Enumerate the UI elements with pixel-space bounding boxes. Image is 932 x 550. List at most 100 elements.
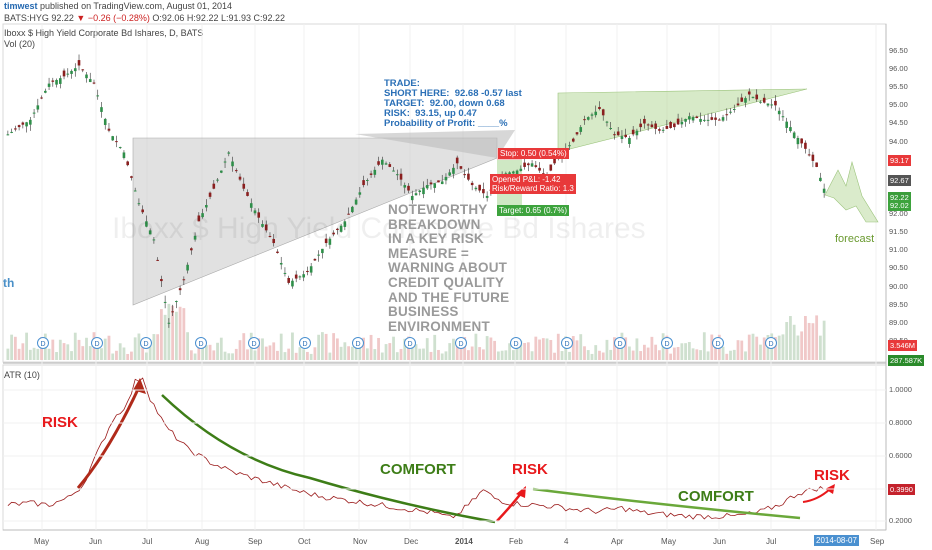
dividend-marker-label: D (251, 341, 256, 348)
candle-body (676, 118, 680, 125)
volume-bar (118, 343, 122, 360)
volume-bar (455, 339, 459, 360)
author-link[interactable]: timwest (4, 1, 38, 11)
price-tag-target: 92.02 (888, 200, 911, 211)
volume-bar (223, 351, 227, 360)
volume-bar (616, 337, 620, 360)
candle-body (740, 97, 744, 102)
candle-body (706, 119, 710, 121)
volume-bar (530, 351, 534, 360)
volume-bar (189, 350, 193, 360)
candle-body (175, 301, 178, 303)
candle-body (422, 187, 425, 195)
volume-bar (759, 344, 762, 360)
candle-body (568, 145, 571, 147)
candle-body (257, 212, 261, 218)
candle-body (111, 136, 115, 141)
volume-bar (463, 337, 467, 360)
candle-body (264, 224, 268, 231)
candle-body (459, 166, 463, 169)
volume-bar (276, 350, 279, 360)
candle-body (309, 266, 313, 273)
candle-body (796, 137, 800, 145)
time-label: Jul (766, 537, 777, 546)
candle-body (549, 164, 553, 171)
candle-body (673, 123, 676, 128)
volume-bar (440, 353, 444, 360)
candle-body (819, 177, 822, 182)
candle-body (6, 134, 10, 136)
candle-body (298, 276, 302, 278)
candle-body (751, 96, 755, 98)
volume-bar (156, 334, 160, 360)
volume-avg-tag: 287.587K (888, 355, 925, 366)
volume-bar (395, 352, 399, 360)
candle-body (474, 187, 478, 190)
volume-bar (347, 346, 351, 360)
candle-body (414, 193, 418, 196)
volume-bar (676, 347, 680, 360)
candle-body (620, 136, 624, 139)
volume-bar (130, 351, 133, 360)
candle-body (55, 79, 58, 85)
candle-body (253, 210, 257, 214)
candle-body (781, 116, 785, 118)
candle-body (62, 70, 66, 77)
volume-bar (212, 350, 216, 360)
candle-body (639, 123, 642, 128)
dividend-marker (661, 337, 673, 349)
volume-bar (762, 337, 766, 360)
volume-bar (380, 352, 384, 360)
volume-bar (609, 349, 613, 360)
candle-body (249, 203, 253, 208)
volume-bar (710, 334, 714, 360)
candle-body (688, 116, 691, 120)
volume-bar (317, 334, 321, 360)
candle-body (721, 117, 725, 121)
volume-bar (145, 352, 148, 360)
price-axis-label: 94.50 (889, 118, 908, 128)
candle-body (227, 152, 231, 154)
candle-body (302, 274, 305, 278)
volume-bar (32, 347, 36, 360)
candle-body (216, 179, 219, 181)
volume-bar (81, 346, 85, 360)
time-label: May (661, 537, 677, 546)
volume-bar (227, 353, 231, 360)
dividend-marker (404, 337, 416, 349)
candle-body (126, 161, 129, 166)
volume-bar (6, 348, 10, 360)
candle-body (410, 195, 414, 201)
candle-body (197, 215, 201, 222)
volume-bar (706, 351, 710, 360)
candle-body (313, 258, 317, 261)
candle-body (238, 176, 242, 180)
dividend-marker-label: D (198, 341, 203, 348)
volume-bar (309, 353, 313, 360)
volume-bar (148, 340, 152, 360)
volume-bar (672, 347, 676, 360)
candle-body (613, 134, 616, 136)
candle-body (482, 189, 485, 194)
candle-body (133, 190, 137, 192)
dividend-marker (765, 337, 777, 349)
atr-grid (3, 389, 886, 522)
atr-axis-label: 0.2000 (889, 516, 912, 525)
candle-body (590, 114, 594, 116)
candle-body (407, 185, 410, 191)
stop-label: Stop: 0.50 (0.54%) (498, 148, 569, 159)
candle-body (452, 167, 455, 174)
volume-bar (613, 337, 616, 360)
volume-bar (654, 344, 658, 360)
time-label: Sep (248, 537, 263, 546)
candle-body (811, 154, 815, 161)
candle-body (36, 105, 40, 110)
volume-bar (605, 339, 609, 360)
candle-body (182, 279, 186, 281)
volume-bar (504, 350, 508, 360)
candle-body (212, 183, 216, 189)
candle-body (373, 169, 377, 175)
volume-bar (335, 338, 339, 360)
atr-label: ATR (10) (4, 370, 40, 380)
